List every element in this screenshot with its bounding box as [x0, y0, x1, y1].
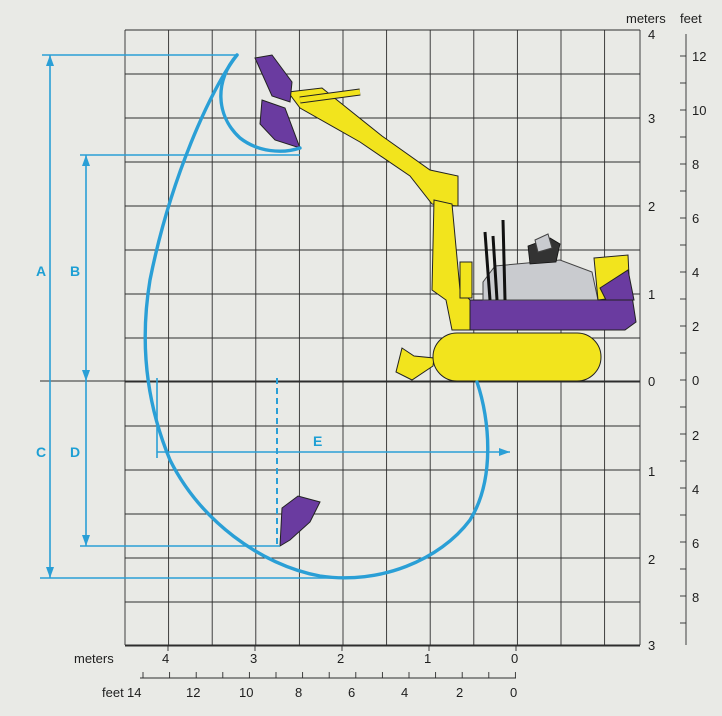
right-meters-tick-1-down: 1 — [648, 464, 655, 479]
right-meters-tick-3-down: 3 — [648, 638, 655, 653]
seat-back — [534, 233, 553, 253]
bucket-open — [259, 99, 301, 149]
working-envelope — [143, 53, 490, 580]
bucket-curled — [254, 54, 293, 103]
bottom-meters-unit-label: meters — [74, 651, 114, 666]
crawler-track — [432, 332, 602, 382]
bottom-feet-ticks — [142, 672, 516, 678]
right-feet-tick-4: 4 — [692, 265, 699, 280]
bottom-meters-tick-0: 0 — [511, 651, 518, 666]
engine-hood — [482, 259, 599, 301]
dimension-lines: A B C D E — [36, 54, 510, 579]
bottom-meters-tick-2: 2 — [337, 651, 344, 666]
dimension-e-label: E — [313, 433, 322, 449]
right-meters-tick-3-up: 3 — [648, 111, 655, 126]
bottom-feet-tick-12: 12 — [186, 685, 200, 700]
bottom-feet-tick-0: 0 — [510, 685, 517, 700]
right-feet-tick-8-down: 8 — [692, 590, 699, 605]
right-feet-tick-4-down: 4 — [692, 482, 699, 497]
bottom-feet-tick-10: 10 — [239, 685, 253, 700]
right-meters-tick-1-up: 1 — [648, 287, 655, 302]
bottom-axis: meters 4 3 2 1 0 feet 14 12 10 8 6 4 2 0 — [74, 651, 518, 700]
bottom-meters-tick-1: 1 — [424, 651, 431, 666]
bottom-feet-tick-2: 2 — [456, 685, 463, 700]
bucket-curl-arc — [219, 53, 302, 153]
right-feet-tick-10: 10 — [692, 103, 706, 118]
right-feet-tick-6: 6 — [692, 211, 699, 226]
bottom-meters-tick-4: 4 — [162, 651, 169, 666]
upper-structure — [462, 295, 637, 331]
reach-curve — [143, 53, 490, 580]
right-feet-tick-2: 2 — [692, 319, 699, 334]
excavator — [254, 54, 637, 547]
dozer-blade — [395, 347, 435, 381]
dimension-b-label: B — [70, 263, 80, 279]
bottom-feet-tick-6: 6 — [348, 685, 355, 700]
boom-cylinder — [459, 261, 473, 299]
right-meters-tick-2-up: 2 — [648, 199, 655, 214]
right-feet-tick-6-down: 6 — [692, 536, 699, 551]
right-feet-tick-12: 12 — [692, 49, 706, 64]
bottom-feet-unit-label: feet — [102, 685, 124, 700]
bottom-feet-tick-8: 8 — [295, 685, 302, 700]
dimension-a-label: A — [36, 263, 46, 279]
right-meters-tick-0: 0 — [648, 374, 655, 389]
dimension-d-label: D — [70, 444, 80, 460]
bottom-feet-tick-14: 14 — [127, 685, 141, 700]
right-feet-tick-2-down: 2 — [692, 428, 699, 443]
boom — [287, 87, 459, 207]
meters-unit-label: meters — [626, 11, 666, 26]
control-levers — [483, 219, 507, 301]
right-meters-tick-4-up: 4 — [648, 27, 655, 42]
feet-ticks — [680, 55, 686, 624]
bottom-meters-tick-3: 3 — [250, 651, 257, 666]
dimension-c-label: C — [36, 444, 46, 460]
bucket-dig-depth — [279, 495, 321, 547]
right-axis: meters feet 4 3 2 1 0 1 2 3 12 10 8 6 4 … — [626, 11, 706, 653]
counterweight — [599, 269, 635, 301]
feet-unit-label: feet — [680, 11, 702, 26]
right-feet-tick-0: 0 — [692, 373, 699, 388]
right-meters-tick-2-down: 2 — [648, 552, 655, 567]
bottom-feet-tick-4: 4 — [401, 685, 408, 700]
right-feet-tick-8: 8 — [692, 157, 699, 172]
